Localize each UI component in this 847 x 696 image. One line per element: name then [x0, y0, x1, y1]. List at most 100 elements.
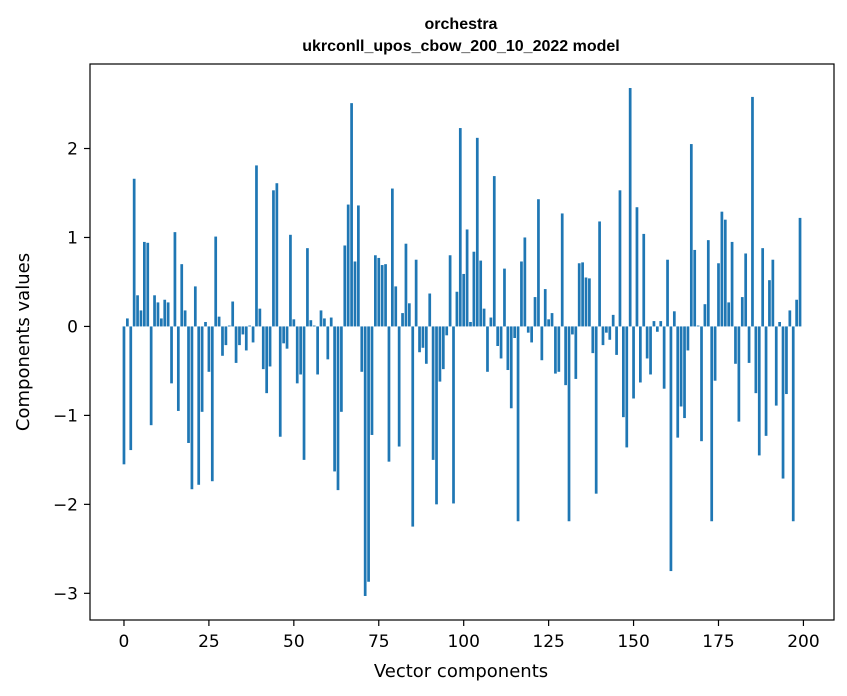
bar-1	[126, 318, 129, 327]
bar-148	[625, 326, 629, 448]
bar-40	[258, 308, 262, 327]
bar-16	[176, 326, 180, 411]
bar-27	[214, 236, 218, 327]
bar-30	[224, 326, 228, 346]
bar-106	[482, 308, 486, 327]
bar-45	[275, 183, 279, 327]
bar-13	[166, 302, 170, 327]
bar-59	[323, 318, 326, 327]
bar-182	[740, 297, 744, 327]
bar-3	[132, 178, 136, 327]
bar-105	[479, 260, 483, 327]
bar-185	[751, 96, 754, 327]
bar-151	[635, 207, 639, 327]
bar-147	[622, 326, 625, 418]
bar-58	[319, 310, 323, 327]
bar-159	[662, 326, 666, 389]
bar-155	[649, 326, 652, 375]
bar-48	[285, 326, 289, 349]
bar-38	[251, 326, 255, 343]
bar-73	[370, 326, 374, 435]
chart-subtitle: ukrconll_upos_cbow_200_10_2022 model	[302, 38, 619, 55]
bar-37	[248, 325, 252, 327]
bar-158	[659, 321, 663, 327]
bar-178	[727, 302, 731, 327]
bar-15	[173, 232, 177, 327]
bar-168	[693, 249, 697, 327]
y-tick-label: −2	[53, 495, 78, 515]
bar-98	[455, 291, 459, 327]
bar-60	[326, 326, 330, 360]
bar-156	[652, 321, 656, 327]
bar-65	[343, 245, 347, 327]
bar-74	[374, 255, 377, 327]
bar-22	[197, 326, 201, 485]
bar-194	[781, 326, 785, 479]
bar-12	[163, 299, 167, 327]
bar-181	[737, 326, 741, 422]
bar-104	[475, 137, 479, 327]
bar-9	[153, 295, 156, 327]
bar-56	[312, 325, 316, 327]
bar-146	[618, 190, 622, 327]
bar-2	[129, 326, 133, 451]
bar-133	[574, 326, 578, 379]
bar-81	[397, 326, 401, 447]
bar-80	[394, 286, 398, 327]
bar-72	[367, 326, 370, 582]
bar-149	[628, 88, 632, 327]
bar-76	[380, 265, 384, 327]
bar-77	[384, 264, 387, 327]
bar-108	[489, 317, 493, 327]
bar-186	[754, 326, 758, 394]
x-tick-label: 100	[447, 632, 479, 652]
bar-197	[791, 326, 795, 522]
bars-group	[122, 88, 802, 596]
bar-7	[146, 242, 150, 327]
bar-53	[302, 326, 306, 460]
x-tick-label: 75	[368, 632, 390, 652]
bar-163	[676, 326, 680, 438]
bar-161	[669, 326, 673, 572]
bar-122	[537, 199, 540, 327]
bar-19	[187, 326, 190, 443]
bar-32	[231, 301, 235, 327]
bar-131	[567, 326, 571, 522]
bar-33	[234, 326, 238, 363]
bar-134	[577, 263, 581, 327]
bar-140	[598, 221, 601, 327]
x-tick-label: 25	[198, 632, 220, 652]
bar-57	[316, 326, 319, 375]
y-tick-label: −3	[53, 584, 78, 604]
bar-170	[700, 326, 703, 442]
bar-177	[723, 219, 727, 327]
bar-102	[469, 321, 472, 327]
plot-frame	[89, 63, 835, 621]
bar-189	[764, 326, 768, 436]
bar-124	[543, 289, 547, 327]
bar-10	[156, 302, 160, 327]
bar-96	[448, 255, 452, 327]
bar-44	[272, 190, 275, 327]
bar-187	[757, 326, 761, 456]
bar-129	[560, 213, 564, 327]
bar-78	[387, 326, 391, 462]
bar-52	[299, 326, 302, 375]
bar-41	[261, 326, 265, 370]
bar-125	[547, 319, 550, 327]
y-axis-label: Components values	[13, 253, 34, 431]
bar-165	[683, 326, 686, 419]
bar-196	[788, 310, 792, 327]
bar-93	[438, 326, 442, 382]
bar-18	[183, 310, 187, 327]
bar-67	[350, 103, 353, 327]
bar-69	[357, 205, 360, 327]
bar-94	[441, 326, 445, 370]
bar-99	[458, 128, 462, 327]
bar-195	[785, 326, 788, 395]
y-tick-label: 1	[67, 228, 78, 248]
bar-193	[778, 321, 781, 327]
bar-101	[465, 229, 469, 327]
bar-55	[309, 320, 313, 327]
